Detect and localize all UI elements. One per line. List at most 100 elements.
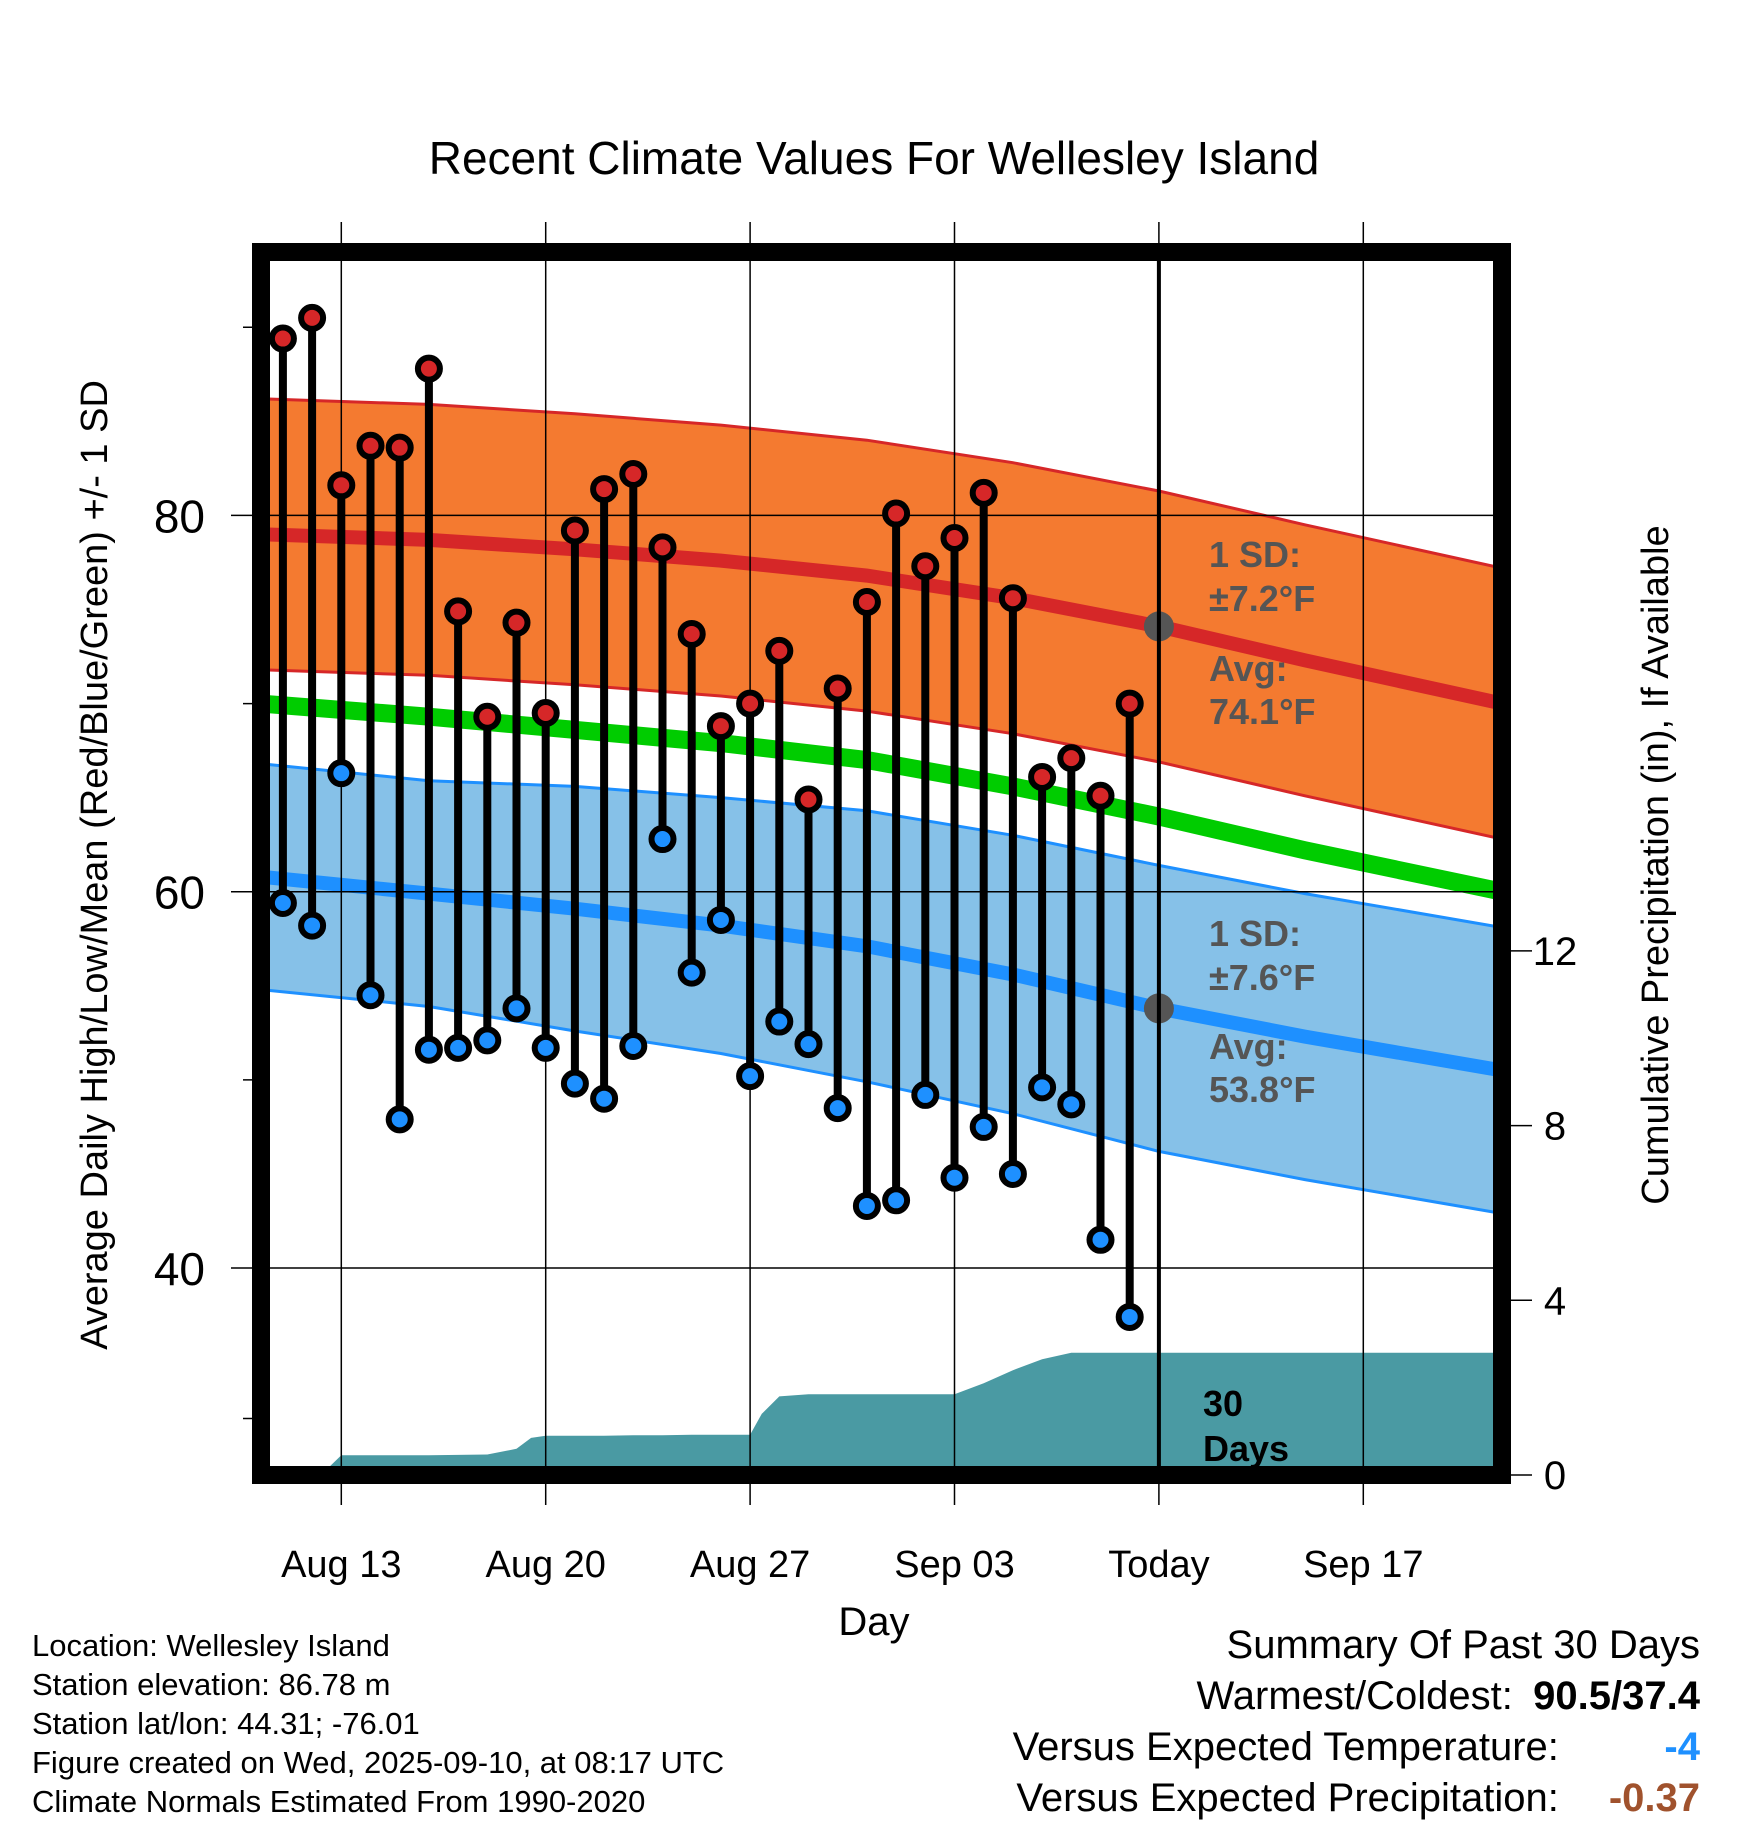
- created-text: Figure created on Wed, 2025-09-10, at 08…: [32, 1745, 725, 1780]
- obs-high-point: [327, 471, 356, 500]
- precip-area: [261, 1352, 1502, 1475]
- obs-low-point: [882, 1186, 911, 1215]
- y2-tick-label: 8: [1544, 1105, 1566, 1149]
- obs-high-point: [706, 712, 735, 741]
- warm-cold-row: Warmest/Coldest: 90.5/37.4: [1013, 1671, 1701, 1722]
- y2-tick-label: 0: [1544, 1454, 1566, 1498]
- low-sd-label: 1 SD:: [1209, 913, 1301, 954]
- obs-low-point: [765, 1007, 794, 1036]
- obs-low-point: [560, 1069, 589, 1098]
- obs-high-point: [444, 597, 473, 626]
- obs-low-point: [1028, 1073, 1057, 1102]
- obs-low-point: [444, 1033, 473, 1062]
- days-count: 30: [1203, 1383, 1243, 1424]
- normals-text: Climate Normals Estimated From 1990-2020: [32, 1784, 646, 1819]
- elevation-text: Station elevation: 86.78 m: [32, 1667, 391, 1702]
- days-label: Days: [1203, 1428, 1289, 1469]
- y-tick-label: 80: [154, 490, 205, 542]
- obs-high-point: [969, 478, 998, 507]
- y2-axis-label: Cumulative Precipitation (in), If Availa…: [1635, 525, 1677, 1204]
- obs-high-point: [502, 608, 531, 637]
- obs-high-point: [560, 516, 589, 545]
- obs-low-point: [940, 1163, 969, 1192]
- obs-low-point: [794, 1030, 823, 1059]
- high-sd-band: [261, 398, 1502, 839]
- warm-cold-label: Warmest/Coldest:: [1196, 1674, 1513, 1718]
- obs-high-point: [852, 587, 881, 616]
- low-sd-band: [261, 763, 1502, 1214]
- obs-high-point: [1057, 744, 1086, 773]
- obs-high-point: [531, 698, 560, 727]
- obs-high-point: [823, 674, 852, 703]
- obs-low-point: [1086, 1225, 1115, 1254]
- temp-value: -4: [1664, 1725, 1700, 1769]
- obs-low-point: [590, 1084, 619, 1113]
- obs-high-point: [1086, 781, 1115, 810]
- x-tick-label: Aug 20: [485, 1544, 605, 1586]
- obs-high-point: [998, 584, 1027, 613]
- obs-low-point: [327, 759, 356, 788]
- high-sd-upper-line: [261, 397, 1502, 570]
- obs-low-point: [677, 958, 706, 987]
- precip-row: Versus Expected Precipitation: -0.37: [1013, 1773, 1700, 1824]
- obs-low-point: [385, 1105, 414, 1134]
- obs-high-point: [794, 785, 823, 814]
- obs-low-point: [531, 1033, 560, 1062]
- obs-high-point: [1115, 689, 1144, 718]
- low-avg-label: Avg:: [1209, 1026, 1288, 1067]
- obs-low-point: [823, 1094, 852, 1123]
- latlon-text: Station lat/lon: 44.31; -76.01: [32, 1706, 420, 1741]
- obs-high-point: [590, 475, 619, 504]
- plot-frame: [252, 243, 1511, 1484]
- temp-label: Versus Expected Temperature:: [1012, 1725, 1559, 1769]
- x-tick-label: Aug 27: [690, 1544, 810, 1586]
- low-sd-value: ±7.6°F: [1209, 957, 1315, 998]
- high-avg-label: Avg:: [1209, 648, 1288, 689]
- obs-high-point: [356, 431, 385, 460]
- obs-low-point: [356, 981, 385, 1010]
- normal-high-line: [261, 527, 1502, 711]
- summary-panel: Summary Of Past 30 Days Warmest/Coldest:…: [1013, 1620, 1700, 1824]
- x-tick-label: Today: [1108, 1544, 1209, 1586]
- obs-low-point: [1115, 1302, 1144, 1331]
- y-axis-label: Average Daily High/Low/Mean (Red/Blue/Gr…: [74, 380, 116, 1350]
- obs-low-point: [969, 1112, 998, 1141]
- obs-high-point: [298, 303, 327, 332]
- obs-high-point: [736, 689, 765, 718]
- x-tick-label: Aug 13: [281, 1544, 401, 1586]
- y-tick-label: 40: [154, 1243, 205, 1295]
- y2-tick-label: 4: [1544, 1279, 1566, 1323]
- summary-title: Summary Of Past 30 Days: [1226, 1623, 1700, 1667]
- obs-low-point: [706, 905, 735, 934]
- location-text: Location: Wellesley Island: [32, 1628, 390, 1663]
- obs-low-point: [414, 1035, 443, 1064]
- obs-high-point: [385, 433, 414, 462]
- obs-high-point: [268, 324, 297, 353]
- y-tick-label: 60: [154, 867, 205, 919]
- obs-low-point: [998, 1159, 1027, 1188]
- chart-title: Recent Climate Values For Wellesley Isla…: [429, 132, 1320, 184]
- obs-low-point: [911, 1080, 940, 1109]
- obs-low-point: [473, 1026, 502, 1055]
- high-avg-value: 74.1°F: [1209, 691, 1315, 732]
- obs-low-point: [268, 889, 297, 918]
- x-axis-label: Day: [838, 1600, 909, 1644]
- temp-row: Versus Expected Temperature: -4: [1013, 1722, 1700, 1773]
- warm-cold-value: 90.5/37.4: [1533, 1674, 1700, 1718]
- obs-low-point: [852, 1191, 881, 1220]
- obs-high-point: [882, 499, 911, 528]
- obs-high-point: [414, 354, 443, 383]
- obs-low-point: [619, 1032, 648, 1061]
- obs-low-point: [298, 911, 327, 940]
- obs-high-point: [677, 619, 706, 648]
- obs-high-point: [911, 552, 940, 581]
- station-info: Location: Wellesley Island Station eleva…: [32, 1626, 724, 1821]
- low-avg-value: 53.8°F: [1209, 1069, 1315, 1110]
- precip-value: -0.37: [1608, 1776, 1700, 1820]
- obs-low-point: [648, 825, 677, 854]
- obs-low-point: [502, 994, 531, 1023]
- x-tick-label: Sep 03: [894, 1544, 1014, 1586]
- obs-high-point: [1028, 762, 1057, 791]
- obs-high-point: [473, 702, 502, 731]
